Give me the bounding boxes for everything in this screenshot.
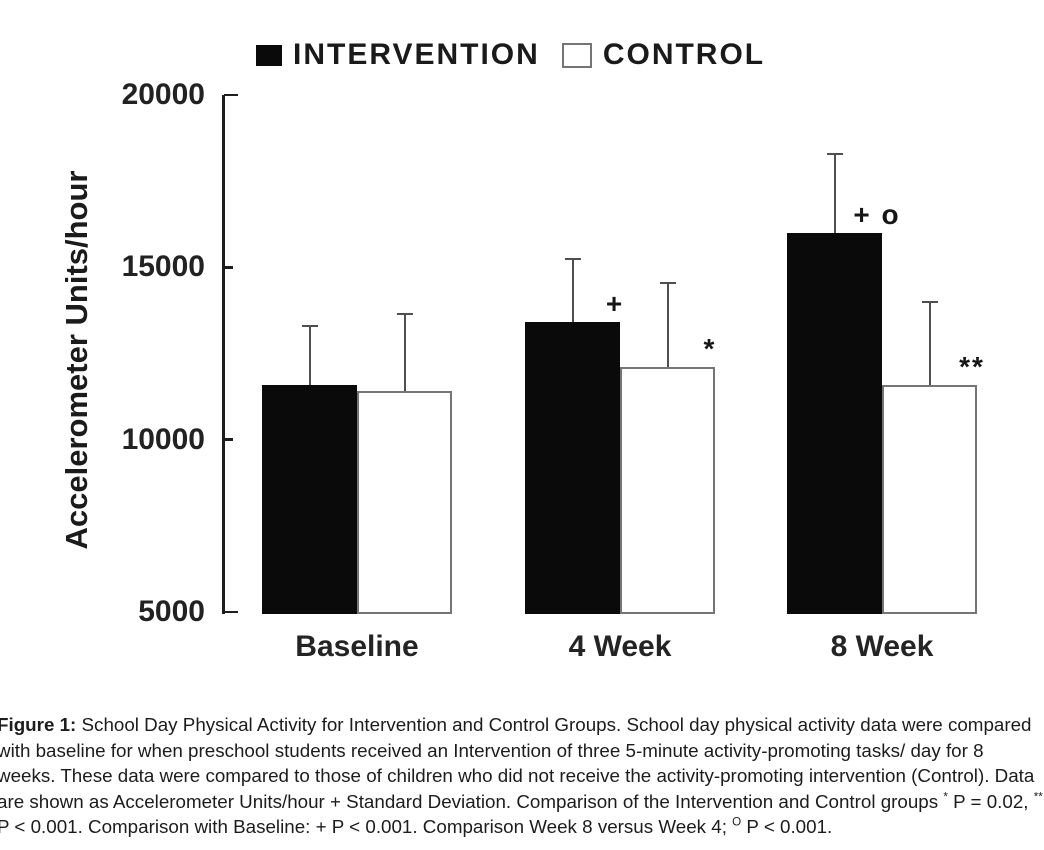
x-axis-label-8-week: 8 Week — [830, 630, 934, 663]
error-bar-intervention-4-week — [571, 258, 574, 323]
y-axis-title: Accelerometer Units/hour — [59, 170, 94, 550]
y-axis-tick — [224, 610, 238, 614]
error-bar-cap-control-baseline — [396, 312, 413, 316]
caption-text: Figure 1: — [0, 714, 77, 735]
bar-intervention-4-week — [525, 322, 620, 614]
caption-text: School Day Physical Activity for Interve… — [0, 714, 1035, 812]
error-bar-cap-control-4-week — [659, 281, 676, 285]
legend-label-intervention: INTERVENTION — [293, 38, 540, 71]
error-bar-control-8-week — [928, 301, 931, 385]
figure-caption: Figure 1: School Day Physical Activity f… — [0, 712, 1044, 840]
y-axis-tick — [224, 438, 233, 441]
significance-annotation-intervention-8-week: + o — [853, 198, 901, 230]
error-bar-cap-intervention-8-week — [826, 152, 843, 155]
y-axis-tick — [224, 266, 233, 269]
significance-annotation-control-4-week: * — [703, 333, 717, 365]
legend-label-control: CONTROL — [602, 38, 766, 71]
caption-superscript: O — [732, 815, 742, 829]
error-bar-control-4-week — [666, 282, 669, 368]
caption-text: P = 0.02, — [947, 790, 1034, 812]
caption-superscript: * — [943, 790, 948, 804]
caption-superscript: ** — [1033, 790, 1043, 804]
error-bar-intervention-8-week — [833, 153, 836, 233]
bar-intervention-baseline — [262, 384, 357, 614]
caption-text: P < 0.001. Comparison with Baseline: + P… — [0, 816, 733, 837]
intervention-swatch-icon — [256, 44, 282, 66]
y-axis-tick — [224, 93, 238, 97]
x-axis-label-baseline: Baseline — [295, 630, 419, 663]
y-axis-tick-label: 20000 — [121, 78, 205, 111]
legend-item-control: CONTROL — [561, 38, 766, 72]
bar-chart: Accelerometer Units/hour 5000 10000 15000 2… — [59, 78, 985, 663]
y-axis-tick-label: 5000 — [138, 595, 205, 628]
y-axis-tick-label: 10000 — [121, 422, 205, 456]
bar-control-baseline — [357, 391, 452, 614]
error-bar-intervention-baseline — [308, 325, 311, 385]
bar-control-4-week — [620, 367, 715, 614]
significance-annotation-intervention-4-week: + — [605, 288, 625, 320]
y-axis-line — [222, 95, 225, 614]
bar-intervention-8-week — [787, 232, 882, 614]
error-bar-cap-intervention-4-week — [564, 257, 581, 261]
error-bar-cap-control-8-week — [921, 300, 938, 304]
y-axis-tick-label: 15000 — [121, 250, 205, 284]
x-axis-label-4-week: 4 Week — [568, 630, 672, 663]
error-bar-control-baseline — [403, 313, 406, 392]
chart-legend: INTERVENTION CONTROL — [256, 38, 765, 72]
bar-control-8-week — [882, 384, 977, 614]
significance-annotation-control-8-week: ** — [959, 350, 985, 382]
caption-text: P < 0.001. — [741, 816, 833, 837]
error-bar-cap-intervention-baseline — [301, 324, 318, 328]
control-swatch-icon — [561, 42, 592, 68]
legend-item-intervention: INTERVENTION — [256, 38, 540, 72]
